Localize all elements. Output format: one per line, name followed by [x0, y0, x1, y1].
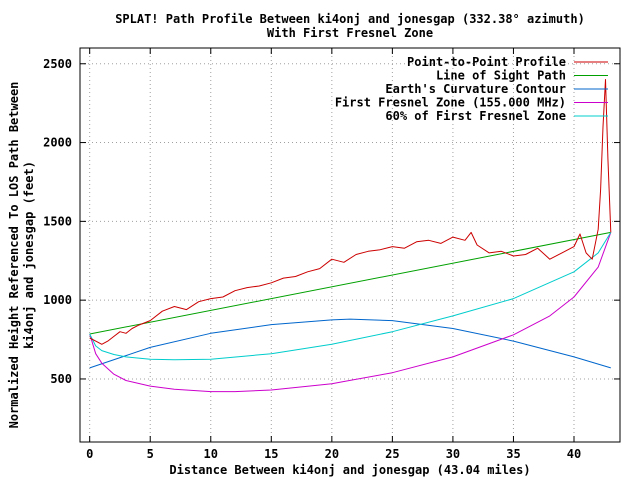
axis-ticks: 0 5 10 15 20 25 30 35 40 500 1000 1500 2000 2500 [43, 48, 620, 461]
series-line-point-to-point-profile [89, 79, 612, 345]
legend-label-earth-s-curvature-contour: Earth's Curvature Contour [385, 82, 566, 96]
grid-lines [80, 48, 620, 442]
series-lines [89, 79, 612, 393]
x-tick-label: 40 [567, 447, 581, 461]
x-axis-label: Distance Between ki4onj and jonesgap (43… [169, 463, 530, 477]
chart-subtitle: With First Fresnel Zone [267, 26, 433, 40]
series-line-60-of-first-fresnel-zone [89, 232, 612, 361]
x-tick-label: 20 [325, 447, 339, 461]
series-line-earth-s-curvature-contour [89, 318, 611, 369]
x-tick-label: 30 [446, 447, 460, 461]
y-tick-label: 2000 [43, 136, 72, 150]
x-tick-label: 5 [147, 447, 154, 461]
series-line-line-of-sight-path [89, 231, 611, 335]
legend-label-60-of-first-fresnel-zone: 60% of First Fresnel Zone [385, 109, 566, 123]
x-tick-label: 35 [506, 447, 520, 461]
legend-label-first-fresnel-zone-155-000-mhz: First Fresnel Zone (155.000 MHz) [335, 96, 566, 110]
y-tick-label: 2500 [43, 57, 72, 71]
y-tick-label: 1500 [43, 214, 72, 228]
y-tick-label: 500 [50, 372, 72, 386]
y-axis-label-line1: Normalized Height Referenced To LOS Path… [7, 82, 21, 429]
y-axis-label-line2: ki4onj and jonesgap (feet) [22, 161, 36, 349]
x-tick-label: 10 [204, 447, 218, 461]
x-tick-label: 15 [264, 447, 278, 461]
y-tick-label: 1000 [43, 293, 72, 307]
plot-border [79, 47, 621, 443]
chart-title: SPLAT! Path Profile Between ki4onj and j… [115, 12, 585, 26]
series-line-first-fresnel-zone-155-000-mhz [89, 232, 612, 393]
legend-label-line-of-sight-path: Line of Sight Path [436, 69, 566, 83]
legend-label-point-to-point-profile: Point-to-Point Profile [407, 55, 566, 69]
x-tick-label: 25 [385, 447, 399, 461]
x-tick-label: 0 [86, 447, 93, 461]
